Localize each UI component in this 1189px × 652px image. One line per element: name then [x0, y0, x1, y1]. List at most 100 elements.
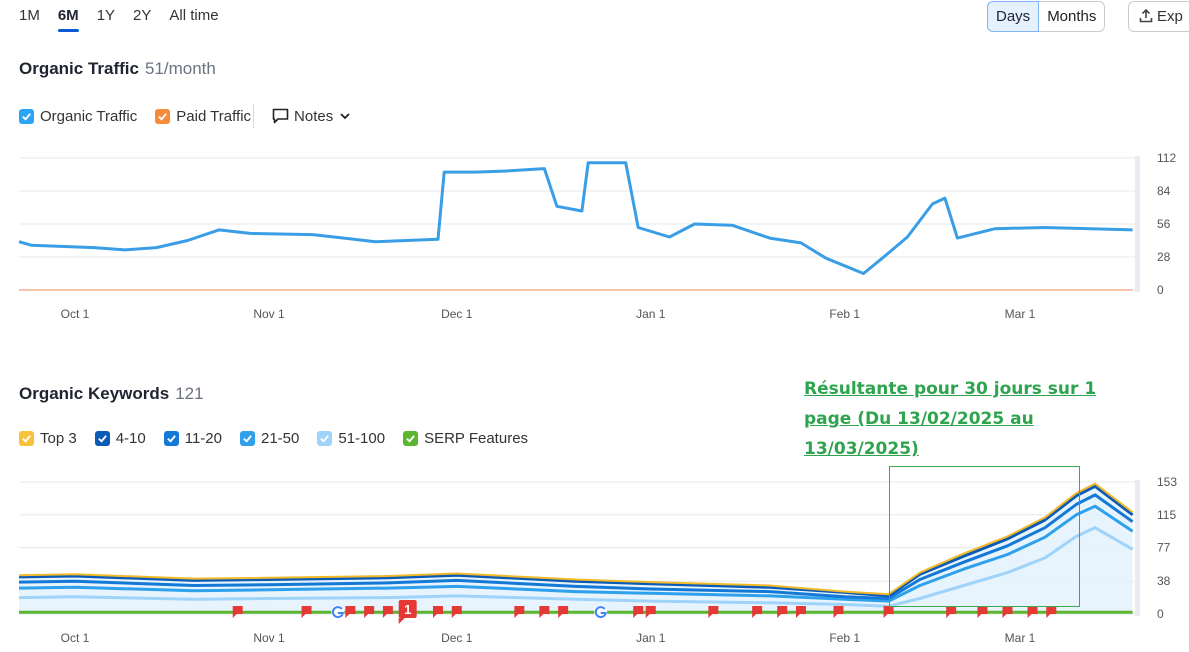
checkbox-icon: [94, 431, 110, 446]
legend-label: Organic Traffic: [40, 107, 138, 125]
flag-icon[interactable]: [752, 606, 763, 618]
keywords-x-tick: Dec 1: [441, 631, 473, 645]
legend-label: 11-20: [184, 430, 222, 447]
traffic-y-tick: 28: [1157, 250, 1171, 264]
months-button[interactable]: Months: [1039, 1, 1106, 32]
flag-icon[interactable]: [301, 606, 312, 618]
flag-icon[interactable]: [1027, 606, 1038, 618]
badge-label: 1: [404, 602, 411, 617]
flag-icon[interactable]: [232, 606, 243, 618]
flag-icon[interactable]: [364, 606, 375, 618]
flag-icon[interactable]: [539, 606, 550, 618]
chevron-down-icon: [340, 113, 350, 120]
series-4-10-line: [18, 484, 1134, 598]
legend-label: 4-10: [115, 430, 146, 447]
days-button[interactable]: Days: [987, 1, 1040, 32]
flag-icon[interactable]: [1046, 606, 1057, 618]
update-badge-icon[interactable]: 1: [398, 600, 417, 624]
period-tabs: 1M 6M 1Y 2Y All time: [19, 7, 237, 32]
legend-label: SERP Features: [424, 430, 529, 447]
flag-icon[interactable]: [795, 606, 806, 618]
legend-serp-features[interactable]: SERP Features: [403, 430, 528, 447]
keywords-y-tick: 77: [1157, 541, 1171, 555]
keywords-y-tick: 115: [1157, 508, 1176, 522]
flag-icon[interactable]: [432, 606, 443, 618]
keywords-y-tick: 153: [1157, 475, 1177, 489]
series-51-100-line: [18, 526, 1134, 608]
flag-icon[interactable]: [345, 606, 356, 618]
keywords-title: Organic Keywords 121: [19, 384, 204, 404]
traffic-x-tick: Dec 1: [441, 307, 473, 321]
keywords-x-tick: Nov 1: [253, 631, 285, 645]
flag-icon[interactable]: [708, 606, 719, 618]
traffic-y-tick: 112: [1157, 151, 1176, 165]
flag-icon[interactable]: [833, 606, 844, 618]
keywords-y-tick: 38: [1157, 574, 1171, 588]
keywords-x-tick: Mar 1: [1005, 631, 1036, 645]
keywords-y-tick: 0: [1157, 607, 1164, 621]
keywords-x-tick: Oct 1: [61, 631, 90, 645]
checkbox-icon: [403, 431, 419, 446]
tab-all-time[interactable]: All time: [169, 7, 219, 24]
legend-11-20[interactable]: 11-20: [163, 430, 222, 447]
traffic-x-tick: Jan 1: [636, 307, 666, 321]
series-21-50-line: [18, 504, 1134, 603]
flag-icon[interactable]: [382, 606, 393, 618]
traffic-y-tick: 56: [1157, 217, 1171, 231]
tab-6m[interactable]: 6M: [57, 7, 79, 32]
legend-label: 21-50: [261, 430, 300, 447]
annotation-text: Résultante pour 30 jours sur 1 page (Du …: [804, 379, 1097, 459]
flag-icon[interactable]: [633, 606, 644, 618]
legend-organic-traffic[interactable]: Organic Traffic: [19, 108, 137, 125]
checkbox-icon: [240, 431, 255, 446]
traffic-y-tick: 0: [1157, 283, 1164, 297]
traffic-value: 51/month: [144, 59, 216, 78]
legend-paid-traffic[interactable]: Paid Traffic: [155, 108, 251, 125]
flag-icon[interactable]: [946, 606, 957, 618]
keywords-area-fill: [19, 483, 1133, 614]
export-button[interactable]: Exp: [1128, 1, 1189, 32]
google-icon[interactable]: [331, 605, 345, 619]
tab-2y[interactable]: 2Y: [133, 7, 152, 24]
flag-icon[interactable]: [645, 606, 656, 618]
series-11-20-line: [18, 493, 1134, 600]
legend-label: Paid Traffic: [176, 107, 252, 125]
legend-51-100[interactable]: 51-100: [317, 430, 385, 447]
checkbox-icon: [19, 431, 34, 446]
keywords-x-tick: Feb 1: [829, 631, 860, 645]
keywords-x-tick: Jan 1: [636, 631, 666, 645]
flag-icon[interactable]: [451, 606, 462, 618]
checkbox-icon: [155, 108, 171, 124]
traffic-legend: Organic Traffic Paid Traffic Notes: [19, 104, 357, 128]
legend-top-3[interactable]: Top 3: [19, 430, 77, 447]
google-icon[interactable]: [594, 605, 608, 619]
export-label: Exp: [1157, 8, 1183, 25]
flag-icon[interactable]: [558, 606, 569, 618]
keywords-legend: Top 3 4-10 11-20 21-50 51-100 SERP Features: [19, 430, 546, 447]
traffic-y-tick: 84: [1157, 184, 1171, 198]
flag-icon[interactable]: [883, 606, 894, 618]
legend-divider: [253, 104, 255, 128]
flag-icon[interactable]: [977, 606, 988, 618]
legend-21-50[interactable]: 21-50: [240, 430, 299, 447]
keywords-value: 121: [175, 384, 204, 403]
keywords-scrollbar[interactable]: [1135, 480, 1140, 616]
flag-icon[interactable]: [777, 606, 788, 618]
tab-1y[interactable]: 1Y: [96, 7, 116, 24]
checkbox-icon: [317, 431, 333, 446]
legend-4-10[interactable]: 4-10: [94, 430, 146, 447]
flag-icon[interactable]: [514, 606, 525, 618]
legend-label: 51-100: [338, 430, 386, 447]
series-top-3-line: [18, 482, 1134, 596]
keywords-title-text: Organic Keywords: [19, 384, 170, 403]
organic-keywords-chart: 153 115 77 38 0 Oct 1 Nov 1 Dec 1 Jan 1 Feb 1 Mar …: [18, 475, 1177, 645]
traffic-x-tick: Feb 1: [829, 307, 860, 321]
granularity-toggle: Days Months: [987, 1, 1106, 32]
tab-1m[interactable]: 1M: [19, 7, 40, 24]
traffic-scrollbar[interactable]: [1135, 156, 1140, 292]
notes-dropdown[interactable]: Notes: [272, 108, 357, 125]
highlight-box: [889, 466, 1080, 607]
flag-icon[interactable]: [1002, 606, 1013, 618]
export-icon: [1139, 8, 1153, 23]
checkbox-icon: [19, 108, 34, 124]
